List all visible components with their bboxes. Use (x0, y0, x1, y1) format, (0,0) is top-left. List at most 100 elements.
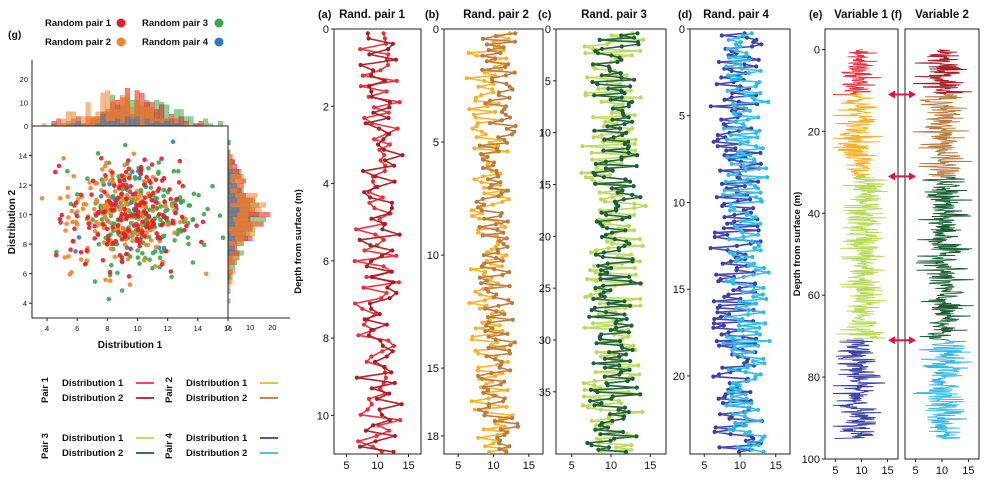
series-point-1 (361, 285, 366, 290)
x-tick-label: 5 (701, 460, 707, 472)
top-hist-bar (188, 116, 194, 127)
series-point-2 (756, 243, 762, 248)
series-point-2 (758, 418, 763, 423)
series-point-2 (593, 161, 598, 166)
series-point-1 (473, 115, 478, 120)
series-point-2 (390, 280, 396, 285)
series-point-1 (492, 73, 498, 78)
top-hist-bar (85, 102, 91, 127)
right-hist-bar (227, 245, 235, 251)
scatter-point-pair-1 (118, 218, 124, 223)
scatter-point-pair-1 (162, 199, 167, 204)
series-point-2 (474, 199, 479, 204)
scatter-point-pair-3 (115, 270, 120, 276)
series-point-2 (748, 283, 753, 288)
scatter-point-pair-3 (159, 249, 164, 255)
legend-dot (214, 37, 224, 47)
series-point-1 (726, 292, 731, 297)
series-point-2 (495, 227, 500, 232)
scatter-point-pair-1 (104, 226, 110, 232)
series-point-2 (482, 202, 487, 207)
series-point-2 (397, 232, 402, 237)
scatter-point-pair-1 (146, 225, 152, 230)
series-point-1 (756, 179, 761, 184)
scatter-point-pair-1 (72, 226, 77, 231)
scatter-point-pair-1 (89, 192, 94, 197)
series-point-2 (738, 387, 743, 392)
right-hist-bar (227, 217, 233, 222)
scatter-point-pair-1 (145, 220, 151, 226)
series-point-1 (382, 153, 387, 158)
x-tick-label: 10 (371, 460, 383, 472)
series-point-1 (372, 105, 377, 110)
series-point-1 (597, 190, 602, 195)
series-point-2 (616, 407, 621, 412)
series-point-2 (489, 371, 494, 376)
series-point-2 (492, 295, 497, 300)
panel-e: (e) Variable 1 0 20 40 60 80 100 5 10 15 Depth from… (792, 9, 899, 477)
y-tick-label: 0 (323, 24, 329, 36)
x-tick-label: 15 (770, 460, 782, 472)
series-point-2 (756, 186, 761, 191)
x-tick-label: 15 (881, 465, 893, 477)
series-point-1 (640, 243, 645, 248)
scatter-point-pair-2 (103, 216, 109, 222)
series-point-1 (733, 146, 738, 151)
legend-dot (116, 37, 126, 47)
series-point-2 (503, 64, 508, 70)
series-point-2 (615, 190, 620, 195)
series-point-1 (756, 57, 761, 62)
series-point-2 (390, 248, 395, 253)
series-point-2 (369, 73, 374, 78)
series-point-2 (723, 314, 729, 319)
scatter-point-pair-3 (172, 238, 177, 243)
series-point-1 (758, 161, 764, 166)
series-point-2 (390, 41, 395, 46)
segment-line-2 (912, 94, 973, 177)
top-hist-bar (115, 118, 120, 127)
series-point-2 (741, 33, 746, 38)
series-point-1 (370, 179, 376, 184)
series-point-2 (598, 432, 603, 437)
y-axis-label: Depth from surface (m) (293, 189, 304, 294)
series-point-1 (493, 109, 498, 114)
series-point-1 (721, 226, 727, 231)
series-point-1 (369, 354, 374, 359)
scatter-point-pair-1 (100, 258, 106, 263)
scatter-point-pair-1 (137, 244, 142, 249)
series-point-2 (602, 356, 608, 361)
series-point-2 (728, 208, 733, 213)
series-point-2 (724, 137, 730, 142)
series-point-2 (761, 310, 766, 315)
series-point-2 (497, 239, 502, 244)
series-point-2 (758, 372, 763, 377)
scatter-point-pair-1 (68, 247, 73, 252)
scatter-point-pair-3 (176, 168, 181, 174)
series-point-2 (603, 166, 608, 171)
series-point-2 (509, 416, 515, 421)
series-point-1 (581, 381, 586, 386)
series-point-2 (369, 306, 374, 311)
series-point-2 (495, 435, 500, 440)
series-point-1 (727, 416, 732, 421)
segment-line-3 (915, 176, 974, 341)
series-point-2 (605, 383, 610, 388)
series-point-2 (628, 359, 633, 364)
series-point-1 (758, 150, 763, 155)
series-point-2 (751, 288, 757, 293)
series-point-2 (619, 75, 624, 80)
scatter-point-pair-1 (83, 261, 88, 267)
series-point-2 (638, 392, 643, 397)
series-point-2 (362, 317, 367, 322)
series-point-2 (368, 195, 373, 200)
series-point-2 (604, 212, 609, 217)
series-point-2 (510, 87, 515, 92)
series-point-2 (513, 31, 518, 36)
series-point-2 (485, 314, 491, 320)
scatter-point-pair-1 (176, 180, 182, 185)
scatter-point-pair-1 (135, 223, 141, 229)
series-point-1 (638, 303, 643, 308)
series-point-1 (367, 200, 372, 205)
top-hist-tick-label: 0 (24, 122, 28, 131)
scatter-point-pair-1 (151, 190, 156, 195)
